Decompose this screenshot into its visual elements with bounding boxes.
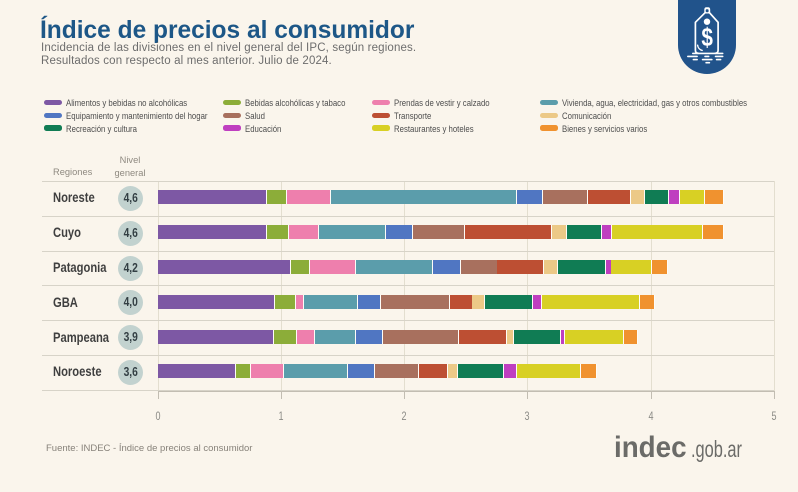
svg-text:$: $ [701,23,713,52]
